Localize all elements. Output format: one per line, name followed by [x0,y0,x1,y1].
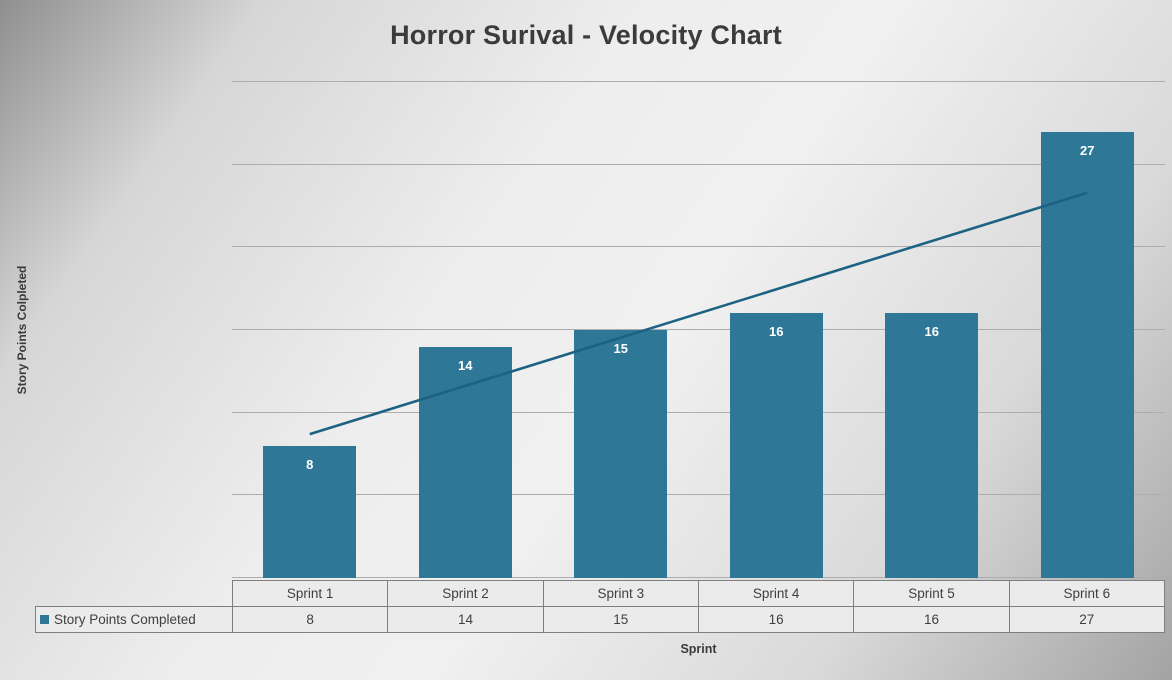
table-corner-cell [36,581,233,607]
table-header-sprint-2: Sprint 2 [387,580,544,607]
table-header-sprint-3: Sprint 3 [542,580,699,607]
bar-data-label: 16 [924,324,939,340]
table-value-sprint-1: 8 [231,606,389,633]
bar-sprint-5: 16 [885,313,979,578]
bar-data-label: 15 [613,341,628,356]
gridline [232,81,1165,82]
chart-title: Horror Surival - Velocity Chart [390,20,782,50]
plot-area: 8 14 15 16 16 27 [232,81,1165,578]
bar-data-label: 8 [306,456,314,472]
bar-sprint-2: 14 [418,346,512,578]
bar-data-label: 16 [769,324,784,340]
bar-column-sprint-3: 15 [543,82,699,578]
bar-column-sprint-2: 14 [388,82,544,578]
bar-sprint-3: 15 [574,330,668,578]
gridline [232,494,1165,496]
table-value-sprint-5: 16 [853,606,1010,633]
table-value-sprint-6: 27 [1008,606,1166,633]
bar-sprint-4: 16 [729,313,823,578]
y-axis-label: Story Points Colpleted [15,265,29,395]
table-header-sprint-4: Sprint 4 [697,580,855,607]
bar-sprint-6: 27 [1040,131,1134,578]
bar-sprint-1: 8 [263,445,357,578]
legend-label: Story Points Completed [54,612,196,627]
table-header-sprint-5: Sprint 5 [853,580,1010,607]
bar-column-sprint-5: 16 [854,82,1010,578]
bar-data-label: 14 [458,357,473,373]
data-table: Sprint 1 Sprint 2 Sprint 3 Sprint 4 Sprint 5… [35,580,1166,633]
legend-swatch-icon [40,614,49,624]
gridline [232,163,1165,165]
table-value-sprint-4: 16 [697,606,855,633]
table-header-sprint-1: Sprint 1 [231,580,389,607]
bar-column-sprint-4: 16 [699,82,855,578]
gridline [232,577,1165,578]
table-header-sprint-6: Sprint 6 [1008,580,1166,607]
legend-cell: Story Points Completed [35,606,233,633]
table-value-row: Story Points Completed 8 14 15 16 16 27 [35,606,1166,633]
x-axis-label: Sprint [680,642,717,656]
table-value-sprint-3: 15 [542,606,699,633]
table-header-row: Sprint 1 Sprint 2 Sprint 3 Sprint 4 Sprint 5… [36,580,1166,607]
bar-column-sprint-6: 27 [1010,82,1166,578]
bar-data-label: 27 [1080,142,1095,158]
table-value-sprint-2: 14 [387,606,544,633]
bar-column-sprint-1: 8 [232,82,388,578]
bar-series: 8 14 15 16 16 27 [232,82,1165,578]
